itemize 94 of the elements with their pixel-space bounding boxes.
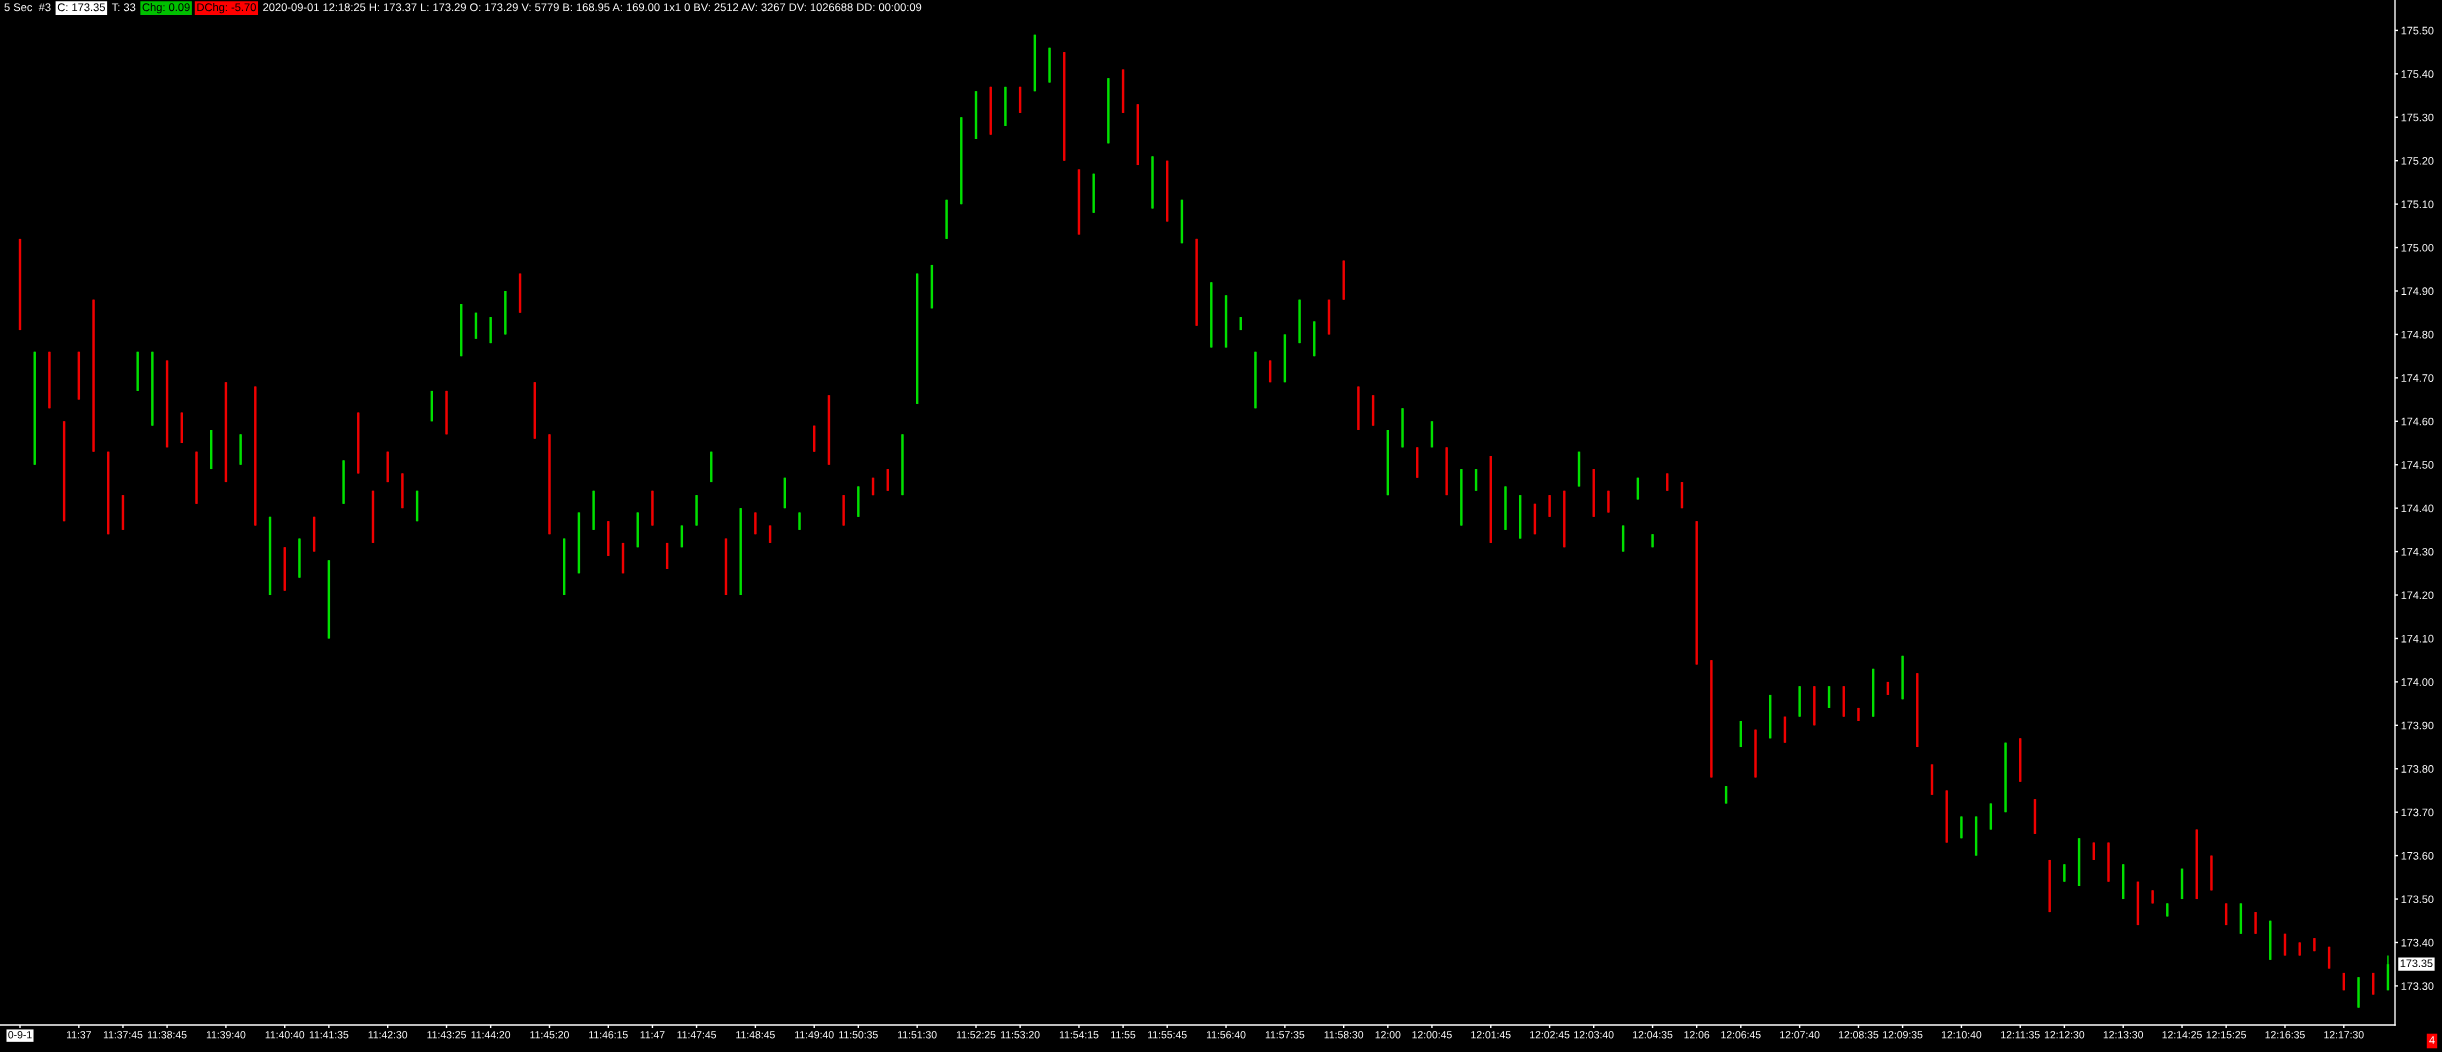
y-tick-label: 174.00 [2401,678,2434,686]
y-tick-label: 175.20 [2401,157,2434,165]
x-tick-label: 12:15:25 [2206,1031,2246,1039]
candlestick [415,490,419,522]
x-tick-label: 12:12:30 [2044,1031,2085,1039]
annotation: Chg: 0.09 [142,3,190,14]
candlestick [386,450,389,483]
x-tick-label: 12:16:35 [2265,1031,2305,1039]
x-tick-label: 12:07:40 [1780,1031,1820,1039]
annotation: T: 33 [111,3,136,12]
y-tick-label: 175.00 [2401,243,2434,252]
x-tick-label: 12:02:45 [1530,1031,1570,1039]
y-tick-label: 175.30 [2401,113,2434,122]
x-tick-label: 11:38:45 [147,1031,187,1039]
x-tick-label: 12:04:35 [1633,1031,1673,1039]
x-tick-label: 12:11:35 [2001,1031,2040,1039]
x-tick-label: 11:50:35 [839,1031,878,1039]
candlestick [48,351,51,409]
candlestick [1901,655,1904,700]
x-tick-label: 12:01:45 [1471,1031,1511,1039]
x-tick-label: 11:54:15 [1059,1031,1099,1039]
annotation: 5 Sec [4,3,33,12]
x-tick-label: 11:47 [640,1031,665,1039]
y-tick-label: 175.10 [2401,200,2434,209]
x-tick-label: 11:58:30 [1324,1031,1364,1039]
x-tick-label: 12:09:35 [1883,1031,1923,1039]
x-tick-label: 11:53:20 [1001,1031,1040,1039]
text: 173.35 [2400,959,2433,968]
y-tick-label: 174.90 [2401,287,2434,296]
y-tick-label: 174.60 [2401,417,2434,426]
x-tick-label: 12:00 [1375,1031,1401,1039]
x-tick-label: 11:52:25 [956,1031,996,1039]
x-tick-label: 12:06 [1684,1031,1710,1039]
annotation: 2020-09-01 12:18:25 H: 173.37 L: 173.29 O: 173.29 V: 5779 B: 168.95 A: 169.00 1x1 0 BV: 2512 AV: 3267 DV: 1026688 DD: 00:00:09 [263,3,922,12]
annotation: DChg: -5.70 [197,3,256,14]
candlestick [783,477,786,509]
x-tick-label: 11:39:40 [206,1031,246,1039]
x-tick-label: 12:17:30 [2324,1031,2364,1039]
x-tick-label: 11:55 [1111,1031,1136,1039]
y-tick-label: 173.80 [2401,765,2434,773]
x-tick-label: 12:08:35 [1838,1031,1879,1039]
x-tick-label: 12:06:45 [1721,1031,1761,1039]
x-tick-label: 11:57:35 [1265,1031,1305,1039]
candlestick [1033,34,1037,92]
x-tick-label: 11:37 [66,1031,91,1039]
candlestick [1180,199,1184,244]
x-tick-label: 12:14:25 [2162,1031,2202,1039]
x-tick-label: 11:41:35 [309,1031,349,1039]
text: 4 [2429,1036,2435,1044]
x-tick-label: 12:13:30 [2103,1031,2144,1039]
y-tick-label: 173.90 [2401,721,2434,730]
y-tick-label: 174.20 [2401,591,2434,600]
candlestick [2048,859,2051,913]
candlestick [1563,490,1566,548]
candlestick [2004,741,2007,813]
y-tick-label: 173.50 [2401,895,2434,904]
x-tick-label: 11:51:30 [898,1031,937,1039]
annotation: #3 [38,3,51,12]
x-tick-label: 11:55:45 [1148,1031,1187,1039]
y-tick-label: 174.80 [2401,330,2434,339]
x-tick-label: 0-9-1 [8,1031,32,1039]
y-tick-label: 174.50 [2401,461,2434,469]
annotation: C: 173.35 [57,3,105,12]
y-tick-label: 174.10 [2401,634,2434,643]
candlestick [871,477,875,496]
x-tick-label: 11:48:45 [736,1031,775,1039]
candlestick [1533,503,1537,535]
y-tick-label: 175.50 [2401,26,2434,35]
x-tick-label: 11:45:20 [530,1031,569,1039]
x-tick-label: 11:42:30 [368,1031,408,1039]
x-tick-label: 11:43:25 [427,1031,466,1039]
y-tick-label: 173.60 [2401,851,2434,860]
y-tick-label: 174.70 [2401,374,2434,382]
x-tick-label: 11:47:45 [677,1031,717,1039]
x-tick-label: 11:49:40 [795,1031,834,1039]
candlestick [445,390,448,436]
x-tick-label: 12:03:40 [1574,1031,1614,1039]
y-tick-label: 173.70 [2401,808,2434,817]
x-tick-label: 11:40:40 [265,1031,305,1039]
candlestick [107,450,110,535]
candlestick [1254,351,1257,409]
y-tick-label: 173.40 [2401,938,2434,947]
x-tick-label: 11:44:20 [471,1031,511,1039]
candlestick [1298,298,1301,344]
x-tick-label: 11:46:15 [589,1031,628,1039]
x-tick-label: 12:10:40 [1941,1031,1982,1039]
y-tick-label: 175.40 [2401,70,2434,78]
x-tick-label: 11:56:40 [1206,1031,1246,1039]
candlestick [710,450,713,483]
y-tick-label: 174.40 [2401,504,2434,513]
x-tick-label: 12:00:45 [1412,1031,1452,1039]
y-tick-label: 173.30 [2401,982,2434,990]
y-tick-label: 174.30 [2401,547,2434,556]
x-tick-label: 11:37:45 [103,1031,143,1039]
